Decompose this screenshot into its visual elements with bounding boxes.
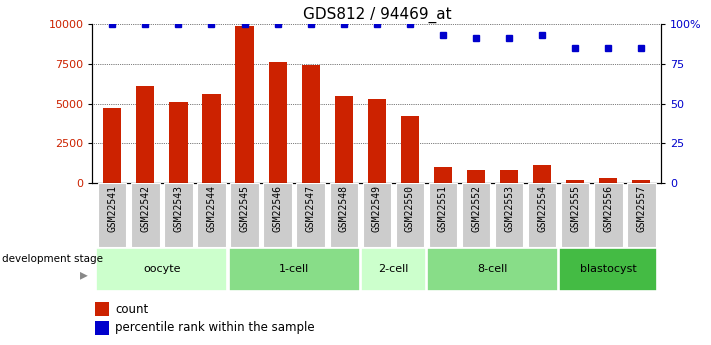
FancyBboxPatch shape <box>560 248 657 290</box>
Text: GSM22542: GSM22542 <box>140 185 150 232</box>
Text: GSM22547: GSM22547 <box>306 185 316 232</box>
Text: 8-cell: 8-cell <box>477 264 508 274</box>
Bar <box>95 321 109 335</box>
Text: GSM22556: GSM22556 <box>604 185 614 232</box>
FancyBboxPatch shape <box>427 248 558 290</box>
Text: GSM22546: GSM22546 <box>272 185 282 232</box>
Bar <box>467 170 485 183</box>
Bar <box>169 102 188 183</box>
FancyBboxPatch shape <box>627 183 656 247</box>
FancyBboxPatch shape <box>361 248 426 290</box>
FancyBboxPatch shape <box>429 183 457 247</box>
FancyBboxPatch shape <box>229 248 360 290</box>
Text: GSM22543: GSM22543 <box>173 185 183 232</box>
Bar <box>269 62 287 183</box>
FancyBboxPatch shape <box>396 183 424 247</box>
Text: GSM22552: GSM22552 <box>471 185 481 232</box>
Text: GSM22545: GSM22545 <box>240 185 250 232</box>
Bar <box>137 86 154 183</box>
Bar <box>335 96 353 183</box>
Text: development stage: development stage <box>2 254 103 264</box>
Text: GSM22551: GSM22551 <box>438 185 448 232</box>
FancyBboxPatch shape <box>230 183 259 247</box>
Bar <box>95 302 109 316</box>
FancyBboxPatch shape <box>296 183 325 247</box>
Text: 1-cell: 1-cell <box>279 264 309 274</box>
Text: GSM22548: GSM22548 <box>338 185 349 232</box>
Text: oocyte: oocyte <box>143 264 181 274</box>
Text: GSM22557: GSM22557 <box>636 185 646 232</box>
Bar <box>103 108 122 183</box>
FancyBboxPatch shape <box>197 183 225 247</box>
Bar <box>533 165 551 183</box>
Bar <box>301 66 320 183</box>
Bar <box>401 116 419 183</box>
FancyBboxPatch shape <box>98 183 127 247</box>
FancyBboxPatch shape <box>263 183 292 247</box>
Text: GSM22555: GSM22555 <box>570 185 580 232</box>
Bar <box>235 26 254 183</box>
Text: GSM22544: GSM22544 <box>206 185 216 232</box>
Text: GSM22550: GSM22550 <box>405 185 415 232</box>
FancyBboxPatch shape <box>97 248 228 290</box>
Bar <box>203 94 220 183</box>
FancyBboxPatch shape <box>528 183 557 247</box>
FancyBboxPatch shape <box>363 183 391 247</box>
Bar <box>566 180 584 183</box>
FancyBboxPatch shape <box>329 183 358 247</box>
Title: GDS812 / 94469_at: GDS812 / 94469_at <box>302 7 451 23</box>
Text: percentile rank within the sample: percentile rank within the sample <box>115 321 315 334</box>
Text: GSM22553: GSM22553 <box>504 185 514 232</box>
Bar <box>632 180 651 183</box>
Text: 2-cell: 2-cell <box>378 264 409 274</box>
Text: count: count <box>115 303 149 316</box>
FancyBboxPatch shape <box>131 183 159 247</box>
Text: GSM22549: GSM22549 <box>372 185 382 232</box>
Bar <box>368 99 386 183</box>
FancyBboxPatch shape <box>164 183 193 247</box>
FancyBboxPatch shape <box>594 183 623 247</box>
FancyBboxPatch shape <box>462 183 491 247</box>
Bar <box>434 167 452 183</box>
FancyBboxPatch shape <box>561 183 589 247</box>
FancyBboxPatch shape <box>495 183 523 247</box>
Text: GSM22554: GSM22554 <box>538 185 547 232</box>
Bar <box>500 170 518 183</box>
Text: GSM22541: GSM22541 <box>107 185 117 232</box>
Bar <box>599 178 617 183</box>
Text: blastocyst: blastocyst <box>580 264 636 274</box>
